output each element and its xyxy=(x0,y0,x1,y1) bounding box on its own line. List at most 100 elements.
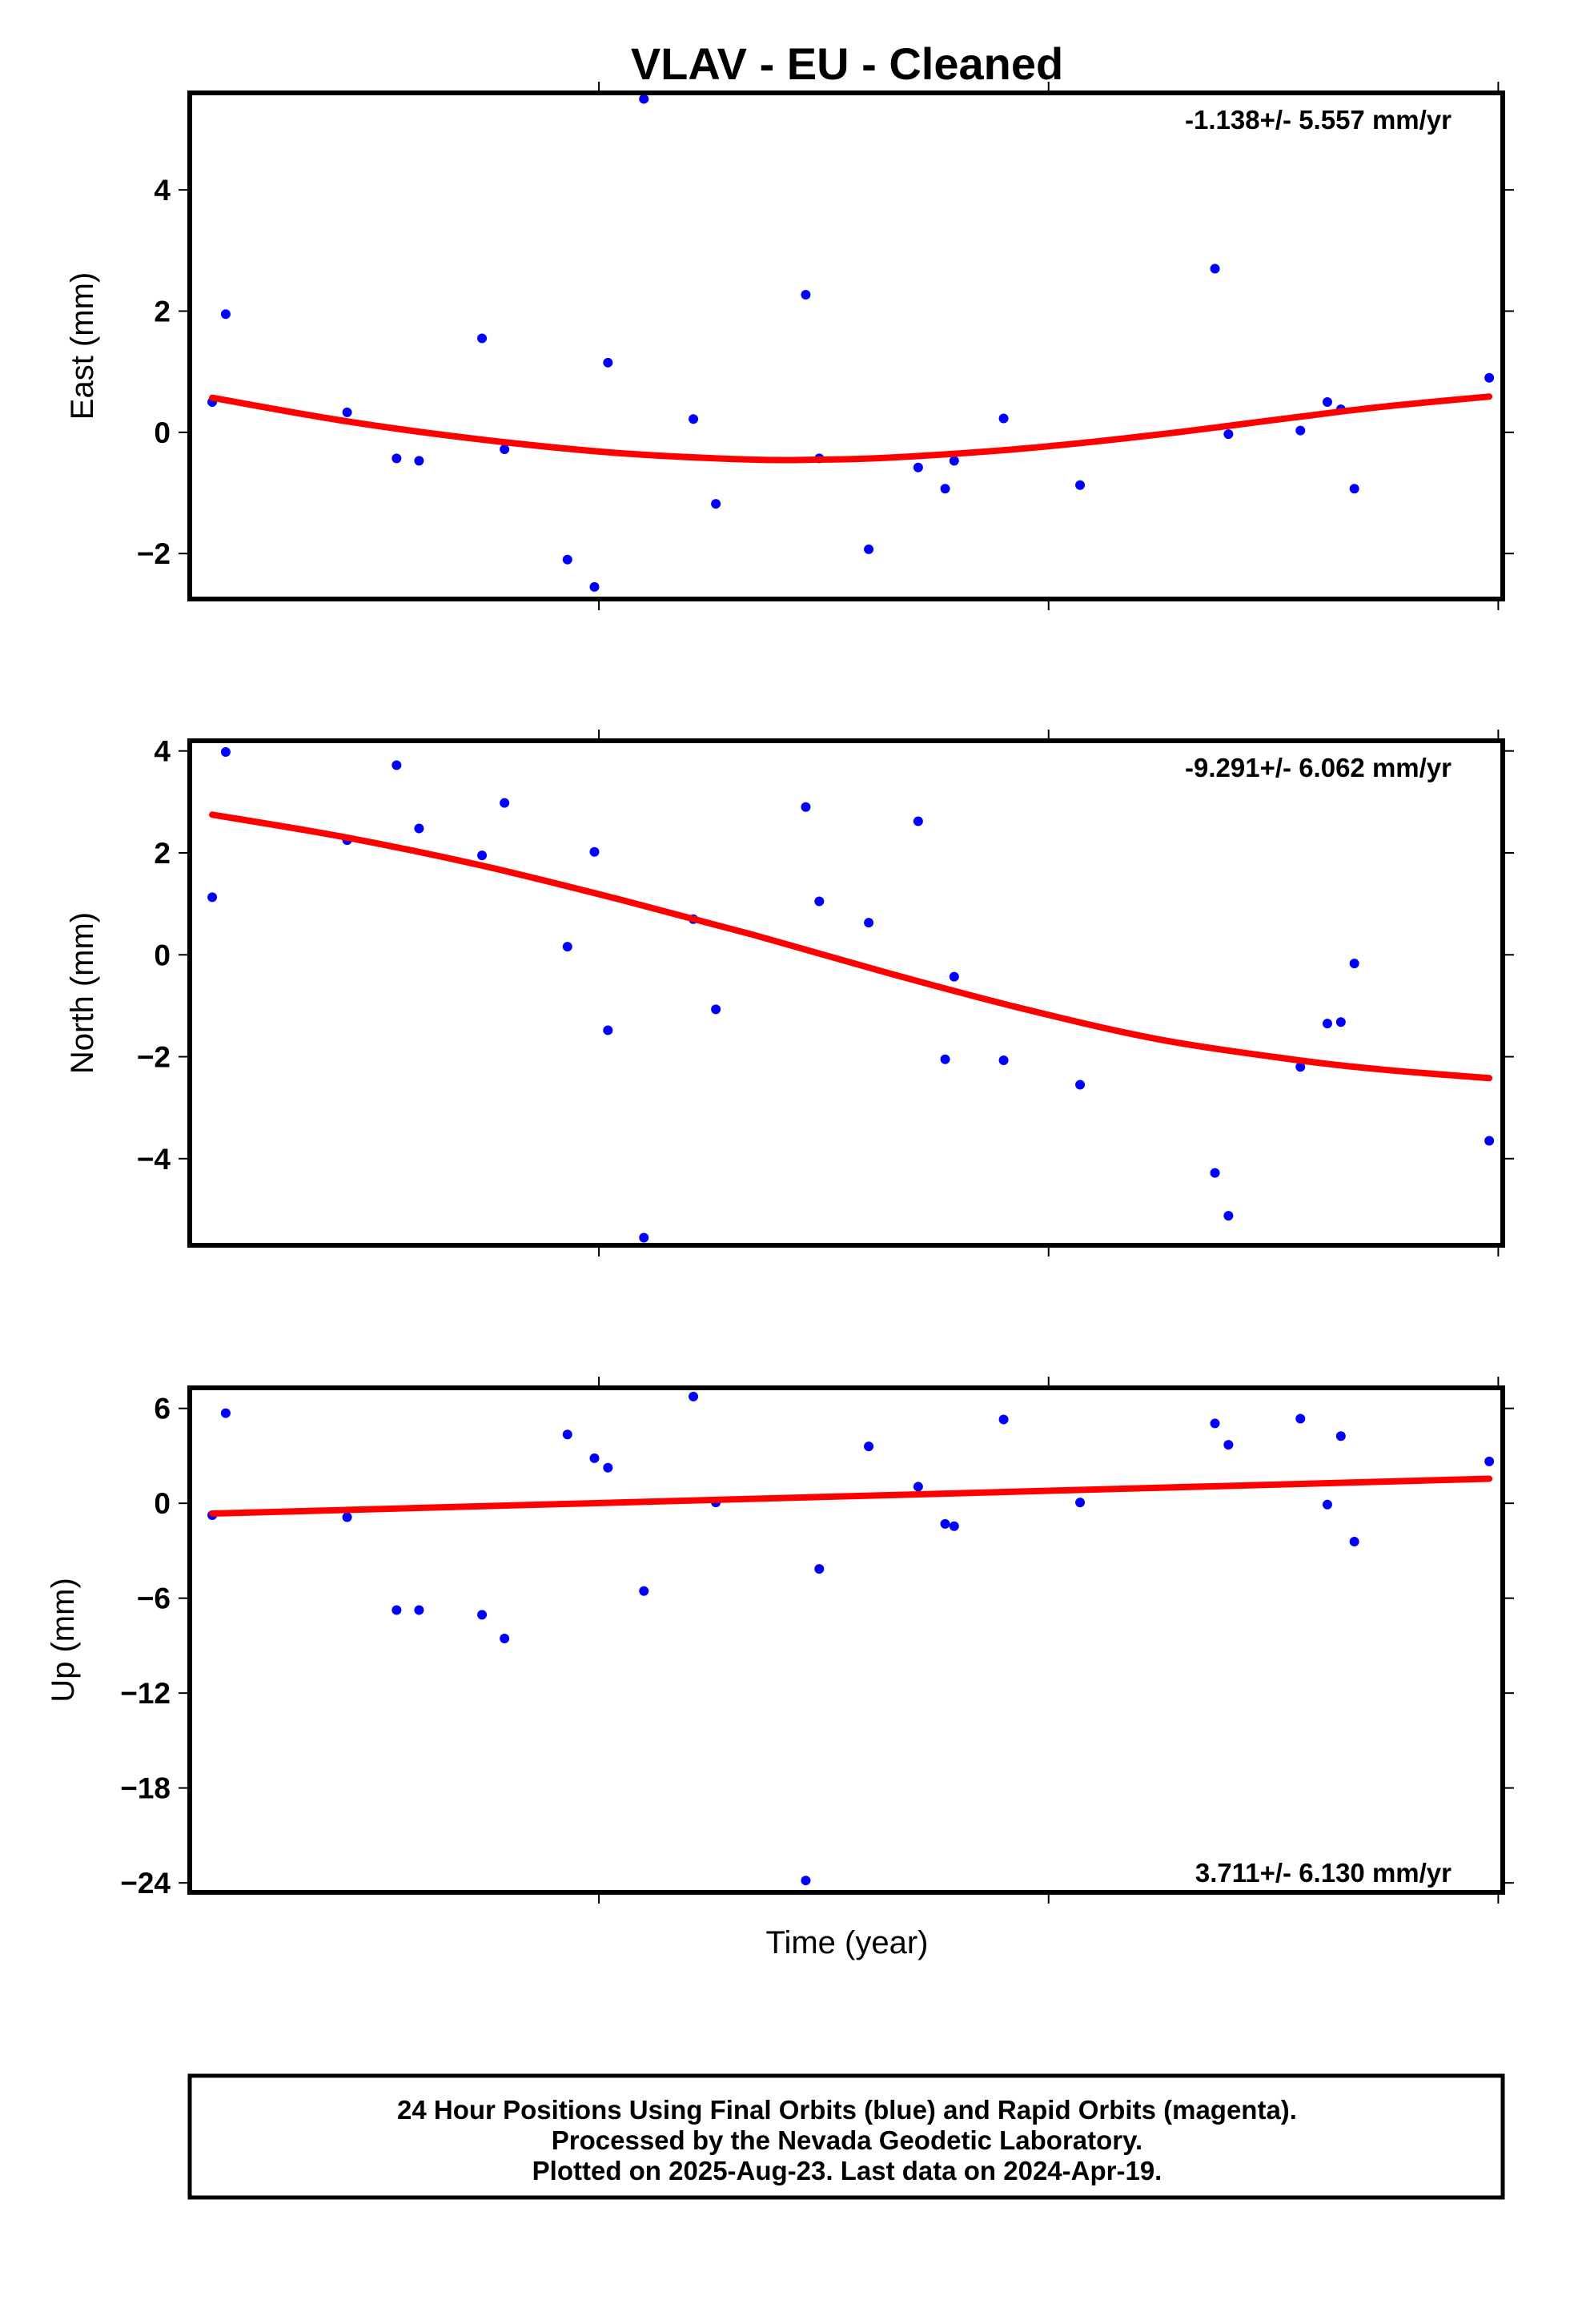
data-point xyxy=(500,798,510,808)
panels-group: 4 2 0 −2 East (mm) -1.138+/- 5.557 mm/yr 4 2 0 −2… xyxy=(46,82,1514,1904)
data-point xyxy=(801,802,811,812)
data-point xyxy=(562,942,572,952)
data-point xyxy=(1349,484,1359,494)
plot-frame xyxy=(187,738,1505,1248)
data-point xyxy=(1322,1499,1332,1510)
data-point xyxy=(562,1429,572,1440)
ytick-label: 0 xyxy=(154,416,171,449)
panel-north: 4 2 0 −2 −4 North (mm) -9.291+/- 6.062 mm/yr xyxy=(65,730,1514,1256)
data-point xyxy=(391,1605,402,1615)
panel-up: 6 0 −6 −12 −18 −24 Up (mm) 3.711+/- 6.130 mm/yr xyxy=(46,1377,1514,1904)
data-point xyxy=(639,1586,649,1596)
data-point xyxy=(1335,1431,1346,1441)
data-point xyxy=(1484,1456,1495,1466)
data-point xyxy=(1210,1168,1220,1178)
data-point xyxy=(864,918,874,928)
ytick-label: 0 xyxy=(154,939,171,971)
data-point xyxy=(589,581,600,592)
data-point xyxy=(689,1391,699,1401)
ytick-label: −12 xyxy=(120,1677,171,1710)
points-up xyxy=(207,1391,1495,1886)
rate-annotation: 3.711+/- 6.130 mm/yr xyxy=(1195,1858,1452,1888)
data-point xyxy=(949,456,959,466)
data-point xyxy=(1295,1413,1306,1424)
data-point xyxy=(207,892,218,903)
data-point xyxy=(220,309,231,320)
data-point xyxy=(391,453,402,464)
data-point xyxy=(342,1512,352,1522)
rate-annotation: -1.138+/- 5.557 mm/yr xyxy=(1185,105,1452,135)
data-point xyxy=(1322,1019,1332,1029)
y-axis-label: Up (mm) xyxy=(46,1578,81,1703)
points-north xyxy=(207,747,1495,1243)
data-point xyxy=(940,1054,950,1064)
data-point xyxy=(1295,425,1306,436)
footer-line-2: Processed by the Nevada Geodetic Laborat… xyxy=(552,2125,1142,2155)
ytick-label: 4 xyxy=(154,735,171,768)
data-point xyxy=(1349,959,1359,969)
x-axis-label: Time (year) xyxy=(766,1925,929,1960)
data-point xyxy=(689,414,699,424)
data-point xyxy=(414,823,424,834)
fit-line-up xyxy=(209,1475,1493,1518)
data-point xyxy=(913,462,923,472)
plot-frame xyxy=(187,1385,1505,1895)
data-point xyxy=(477,850,488,861)
data-point xyxy=(500,444,510,455)
ytick-label: −2 xyxy=(137,537,171,570)
y-axis-label: North (mm) xyxy=(65,912,100,1074)
data-point xyxy=(589,1453,600,1463)
data-point xyxy=(603,357,613,368)
figure-title: VLAV - EU - Cleaned xyxy=(631,38,1063,89)
data-point xyxy=(220,1408,231,1418)
data-point xyxy=(1322,397,1332,408)
data-point xyxy=(814,1564,825,1574)
data-point xyxy=(998,1414,1009,1425)
y-axis-label: East (mm) xyxy=(65,272,100,420)
data-point xyxy=(913,1482,923,1492)
fit-line-north xyxy=(209,811,1493,1082)
data-point xyxy=(998,413,1009,424)
data-point xyxy=(477,1610,488,1620)
data-point xyxy=(801,290,811,300)
data-point xyxy=(342,407,352,417)
points-east xyxy=(207,94,1495,592)
data-point xyxy=(864,544,874,554)
data-point xyxy=(589,846,600,857)
ytick-label: 0 xyxy=(154,1487,171,1520)
data-point xyxy=(711,499,721,509)
data-point xyxy=(940,484,950,494)
data-point xyxy=(414,456,424,466)
data-point xyxy=(913,816,923,826)
data-point xyxy=(1223,1440,1234,1450)
data-point xyxy=(864,1441,874,1452)
data-point xyxy=(477,333,488,344)
data-point xyxy=(949,971,959,982)
data-point xyxy=(1075,1498,1086,1508)
data-point xyxy=(1295,1062,1306,1072)
data-point xyxy=(1075,480,1086,490)
data-point xyxy=(1210,263,1220,274)
data-point xyxy=(1484,1136,1495,1146)
data-point xyxy=(949,1521,959,1531)
footer-box: 24 Hour Positions Using Final Orbits (bl… xyxy=(187,2073,1505,2200)
data-point xyxy=(639,94,649,104)
data-point xyxy=(562,554,572,565)
ytick-label: 2 xyxy=(154,837,171,870)
data-point xyxy=(1335,1017,1346,1027)
ytick-label: 6 xyxy=(154,1393,171,1425)
data-point xyxy=(814,896,825,907)
panel-east: 4 2 0 −2 East (mm) -1.138+/- 5.557 mm/yr xyxy=(65,82,1514,610)
data-point xyxy=(711,1004,721,1015)
data-point xyxy=(500,1634,510,1644)
data-point xyxy=(1075,1080,1086,1090)
data-point xyxy=(1349,1536,1359,1546)
footer-border xyxy=(187,2073,1505,2200)
data-point xyxy=(1223,429,1234,440)
ytick-label: −6 xyxy=(137,1582,171,1615)
footer-line-1: 24 Hour Positions Using Final Orbits (bl… xyxy=(397,2095,1297,2125)
data-point xyxy=(1484,372,1495,383)
rate-annotation: -9.291+/- 6.062 mm/yr xyxy=(1185,753,1452,782)
data-point xyxy=(414,1605,424,1615)
